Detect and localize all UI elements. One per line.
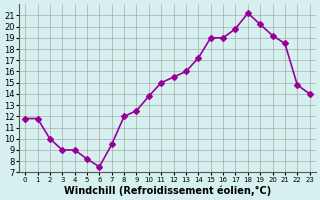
X-axis label: Windchill (Refroidissement éolien,°C): Windchill (Refroidissement éolien,°C) [64,185,271,196]
